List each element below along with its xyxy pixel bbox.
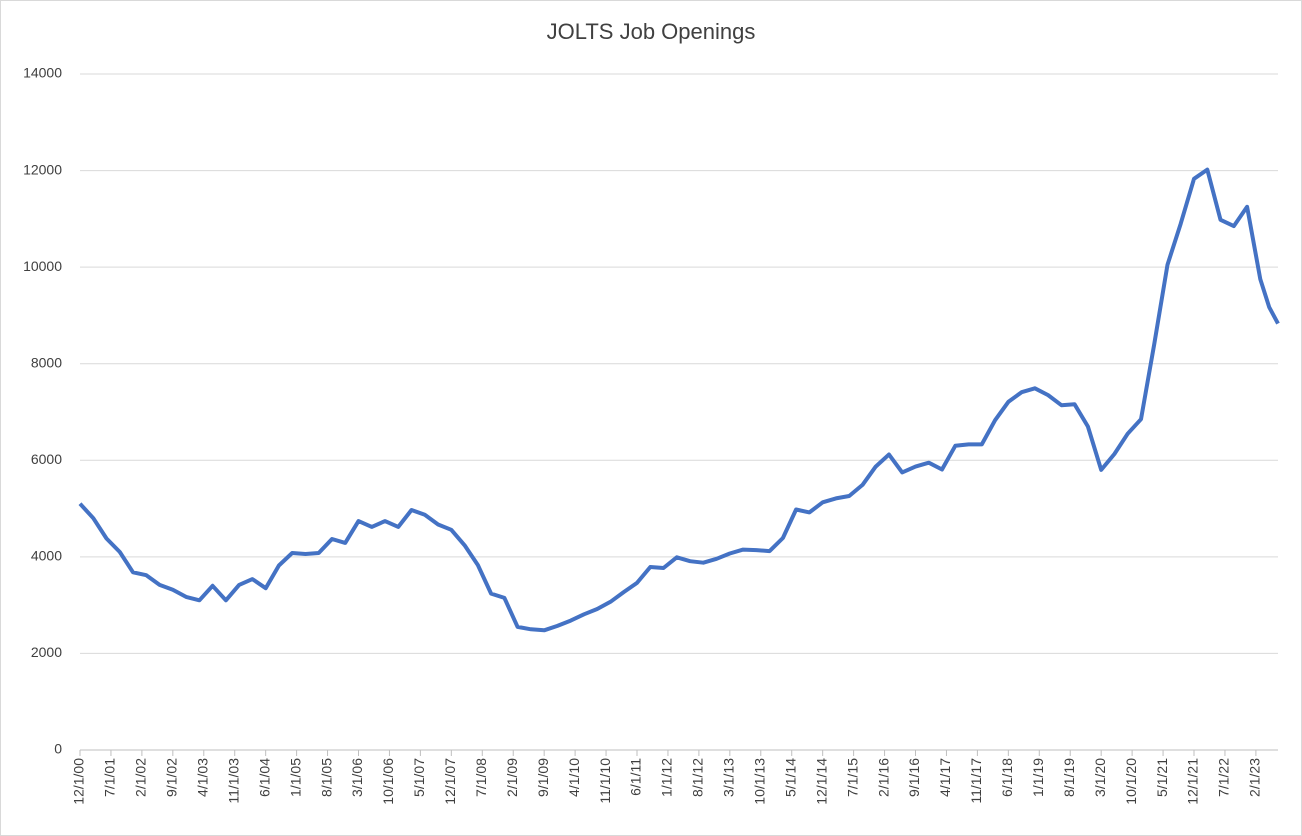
y-tick-label: 2000 [31, 644, 62, 660]
x-tick-label: 8/1/05 [318, 758, 334, 797]
x-tick-label: 12/1/07 [442, 758, 458, 805]
x-tick-label: 10/1/20 [1123, 758, 1139, 805]
x-tick-label: 9/1/09 [535, 758, 551, 797]
x-tick-label: 10/1/13 [751, 758, 767, 805]
x-tick-label: 2/1/23 [1247, 758, 1263, 797]
y-tick-label: 8000 [31, 354, 62, 370]
x-tick-label: 4/1/10 [566, 758, 582, 797]
x-tick-label: 11/1/17 [968, 758, 984, 804]
x-tick-label: 4/1/17 [937, 758, 953, 797]
x-tick-label: 5/1/14 [782, 758, 798, 797]
x-tick-label: 7/1/15 [844, 758, 860, 797]
x-tick-label: 1/1/05 [287, 758, 303, 797]
x-tick-label: 11/1/03 [225, 758, 241, 804]
x-tick-label: 12/1/14 [813, 758, 829, 805]
data-line [78, 167, 1280, 633]
x-tick-label: 7/1/22 [1216, 758, 1232, 797]
x-tick-label: 9/1/16 [906, 758, 922, 797]
x-tick-label: 6/1/18 [999, 758, 1015, 797]
y-tick-label: 14000 [23, 65, 62, 81]
x-tick-label: 8/1/12 [690, 758, 706, 797]
x-tick-label: 3/1/06 [349, 758, 365, 797]
x-tick-label: 11/1/10 [597, 758, 613, 804]
x-tick-label: 3/1/20 [1092, 758, 1108, 797]
x-tick-label: 2/1/09 [504, 758, 520, 797]
x-tick-label: 4/1/03 [194, 758, 210, 797]
x-tick-label: 2/1/16 [875, 758, 891, 797]
x-tick-label: 1/1/19 [1030, 758, 1046, 797]
x-tick-label: 10/1/06 [380, 758, 396, 805]
x-tick-label: 12/1/21 [1185, 758, 1201, 805]
x-tick-label: 1/1/12 [659, 758, 675, 797]
x-tick-label: 2/1/02 [133, 758, 149, 797]
x-tick-label: 9/1/02 [164, 758, 180, 797]
y-tick-label: 10000 [23, 258, 62, 274]
y-tick-label: 4000 [31, 548, 62, 564]
x-tick-label: 8/1/19 [1061, 758, 1077, 797]
x-tick-label: 5/1/07 [411, 758, 427, 797]
x-tick-label: 7/1/01 [102, 758, 118, 797]
x-tick-label: 3/1/13 [721, 758, 737, 797]
chart-title: JOLTS Job Openings [547, 19, 756, 44]
x-tick-label: 6/1/04 [256, 758, 272, 797]
x-tick-label: 6/1/11 [628, 758, 644, 796]
y-tick-label: 0 [54, 741, 62, 757]
x-tick-label: 12/1/00 [71, 758, 87, 805]
x-tick-label: 5/1/21 [1154, 758, 1170, 797]
x-tick-label: 7/1/08 [473, 758, 489, 797]
y-tick-label: 6000 [31, 451, 62, 467]
y-tick-label: 12000 [23, 161, 62, 177]
